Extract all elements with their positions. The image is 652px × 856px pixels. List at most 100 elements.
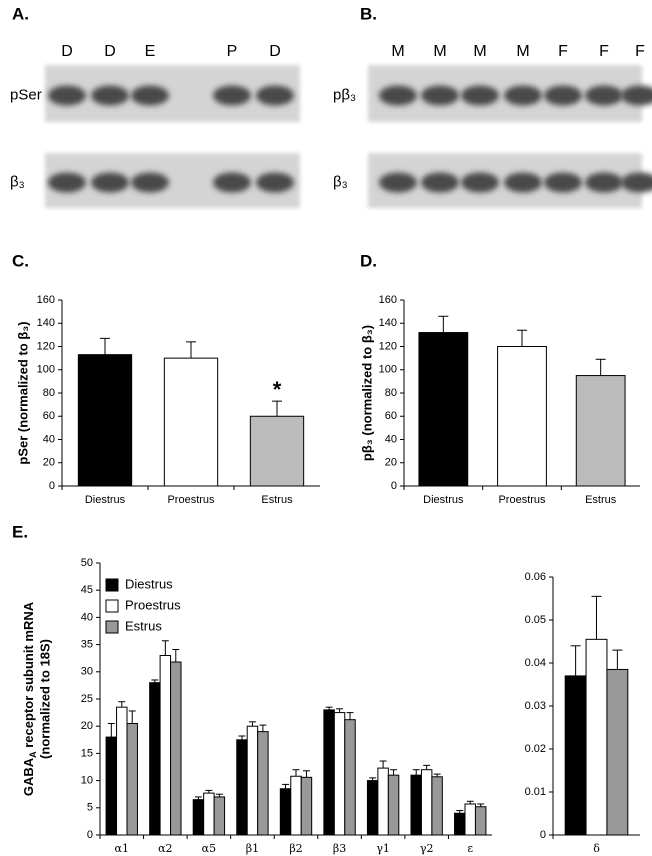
blot-band bbox=[91, 172, 129, 193]
y-tick-label: 15 bbox=[81, 747, 93, 759]
bar bbox=[366, 780, 379, 836]
row-label: pβ₃ bbox=[333, 86, 356, 103]
bar bbox=[246, 725, 259, 836]
bar bbox=[203, 792, 215, 836]
blot-band bbox=[256, 85, 294, 106]
error-bar bbox=[591, 595, 602, 640]
panel-label: D. bbox=[360, 251, 377, 270]
legend-label: Proestrus bbox=[125, 597, 181, 612]
bar bbox=[474, 806, 487, 836]
error-bar bbox=[118, 701, 126, 708]
y-tick-label: 0.01 bbox=[525, 786, 546, 798]
y-tick-label: 0.04 bbox=[525, 657, 546, 669]
bar bbox=[333, 712, 346, 836]
lane-label: F bbox=[558, 43, 568, 60]
blot-band bbox=[504, 85, 542, 106]
lane-label: M bbox=[391, 43, 404, 60]
bar bbox=[377, 767, 389, 836]
error-bar bbox=[423, 764, 431, 770]
blot-band bbox=[48, 85, 86, 106]
x-tick-label: Estrus bbox=[585, 494, 617, 506]
bar bbox=[126, 722, 138, 836]
y-tick-label: 120 bbox=[379, 340, 397, 352]
error-bar bbox=[128, 710, 136, 724]
error-bar bbox=[238, 735, 246, 740]
bar bbox=[575, 375, 626, 487]
y-tick-label: 40 bbox=[81, 611, 93, 623]
y-axis-label: (normalized to 18S) bbox=[37, 639, 52, 759]
error-bar bbox=[161, 640, 169, 656]
error-bar bbox=[412, 769, 420, 776]
lane-label: D bbox=[269, 43, 281, 60]
error-bar bbox=[336, 708, 344, 713]
y-tick-label: 140 bbox=[379, 317, 397, 329]
bar bbox=[279, 788, 292, 836]
blot-strip bbox=[368, 65, 652, 122]
y-axis-label-part: GABA bbox=[21, 757, 36, 796]
lane-label: E bbox=[145, 43, 156, 60]
error-bar bbox=[325, 706, 333, 710]
bar bbox=[105, 736, 118, 836]
lane-label: F bbox=[635, 43, 645, 60]
lane-label: M bbox=[433, 43, 446, 60]
error-bar bbox=[570, 645, 581, 676]
panel-label: E. bbox=[12, 522, 28, 541]
bar bbox=[585, 638, 608, 836]
error-bar bbox=[282, 783, 290, 789]
error-bar bbox=[107, 722, 115, 738]
y-tick-label: 80 bbox=[385, 387, 397, 399]
row-label: β₃ bbox=[333, 173, 348, 190]
lane-label: D bbox=[104, 43, 116, 60]
blot-band bbox=[421, 85, 459, 106]
legend-swatch bbox=[105, 599, 119, 613]
y-tick-label: 0 bbox=[540, 829, 546, 841]
error-bar bbox=[517, 329, 527, 347]
blot-band bbox=[585, 172, 623, 193]
y-tick-label: 45 bbox=[81, 584, 93, 596]
y-tick-label: 140 bbox=[37, 317, 55, 329]
y-tick-label: 160 bbox=[379, 294, 397, 306]
y-tick-label: 0 bbox=[391, 480, 397, 492]
bar bbox=[257, 731, 269, 836]
blot-band bbox=[213, 85, 251, 106]
y-tick-label: 80 bbox=[43, 387, 55, 399]
error-bar bbox=[186, 341, 196, 359]
blot-band bbox=[213, 172, 251, 193]
y-tick-label: 0 bbox=[87, 829, 93, 841]
bar bbox=[236, 739, 248, 836]
bar bbox=[454, 812, 466, 836]
y-axis-label: GABAA receptor subunit mRNA bbox=[21, 601, 38, 796]
blot-strip bbox=[45, 65, 300, 122]
error-bar bbox=[259, 724, 267, 732]
bar bbox=[464, 803, 476, 836]
blot-strip bbox=[368, 153, 652, 208]
bar bbox=[564, 675, 587, 836]
y-tick-label: 10 bbox=[81, 775, 93, 787]
bar bbox=[213, 796, 226, 836]
y-tick-label: 35 bbox=[81, 639, 93, 651]
error-bar bbox=[466, 800, 474, 804]
bar bbox=[249, 415, 305, 487]
y-tick-label: 40 bbox=[385, 433, 397, 445]
blot-band bbox=[461, 85, 499, 106]
error-bar bbox=[100, 337, 110, 355]
blot-band bbox=[621, 172, 652, 193]
blot-band bbox=[504, 172, 542, 193]
error-bar bbox=[433, 773, 441, 777]
error-bar bbox=[172, 648, 180, 663]
panel-label: C. bbox=[12, 251, 29, 270]
y-axis-label: pβ₃ (normalized to β₃) bbox=[359, 325, 374, 461]
legend-label: Estrus bbox=[125, 618, 162, 633]
error-bar bbox=[390, 769, 398, 776]
x-tick-label: γ1 bbox=[376, 842, 390, 855]
x-tick-label: δ bbox=[593, 842, 600, 855]
blot-strip bbox=[45, 153, 300, 208]
y-tick-label: 100 bbox=[379, 364, 397, 376]
y-tick-label: 160 bbox=[37, 294, 55, 306]
legend-swatch bbox=[105, 620, 119, 634]
y-tick-label: 100 bbox=[37, 364, 55, 376]
x-tick-label: Proestrus bbox=[167, 494, 215, 506]
x-tick-label: α1 bbox=[115, 842, 129, 855]
x-tick-label: Estrus bbox=[261, 494, 293, 506]
bar bbox=[420, 769, 433, 836]
